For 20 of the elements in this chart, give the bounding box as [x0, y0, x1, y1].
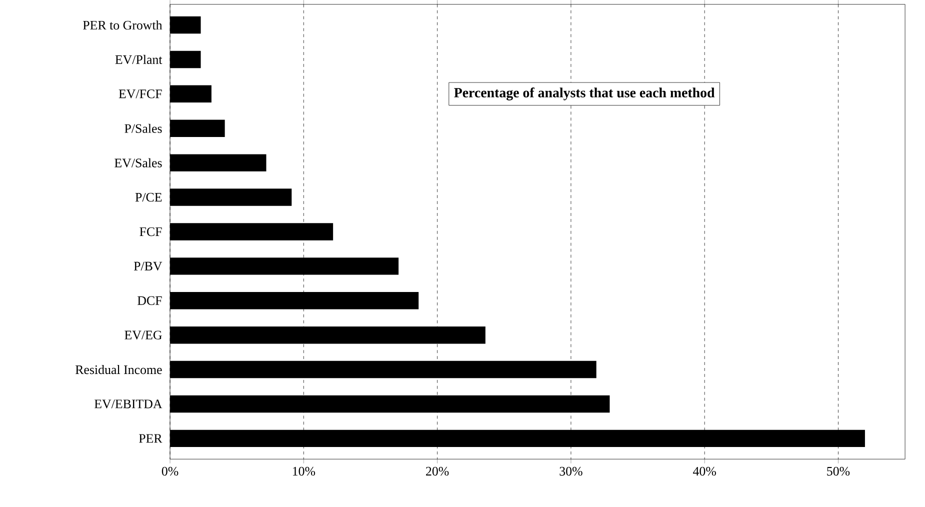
y-tick-label: EV/EBITDA [94, 400, 162, 408]
x-tick-label: 0% [162, 466, 178, 476]
x-tick-label: 30% [560, 466, 582, 476]
y-tick-label: EV/Sales [114, 158, 162, 168]
y-tick-label: PER [138, 434, 162, 443]
text: Percentage of analysts that use each method [454, 87, 715, 100]
y-tick-label: DCF [138, 296, 162, 305]
y-tick-label: EV/EG [124, 330, 162, 340]
x-tick-label: 40% [693, 466, 716, 476]
y-tick-label: P/Sales [124, 124, 162, 133]
y-tick-label: P/CE [135, 192, 162, 202]
x-tick-label: 50% [827, 466, 850, 476]
y-tick-label: FCF [140, 227, 162, 236]
x-tick-label: 10% [292, 466, 316, 476]
y-tick-label: EV/FCF [118, 90, 162, 98]
x-tick-label: 20% [426, 466, 449, 476]
y-tick-label: EV/Plant [115, 54, 162, 64]
y-tick-label: PER to Growth [82, 20, 162, 30]
y-tick-label: P/BV [134, 262, 162, 271]
y-tick-label: Residual Income [75, 365, 162, 374]
